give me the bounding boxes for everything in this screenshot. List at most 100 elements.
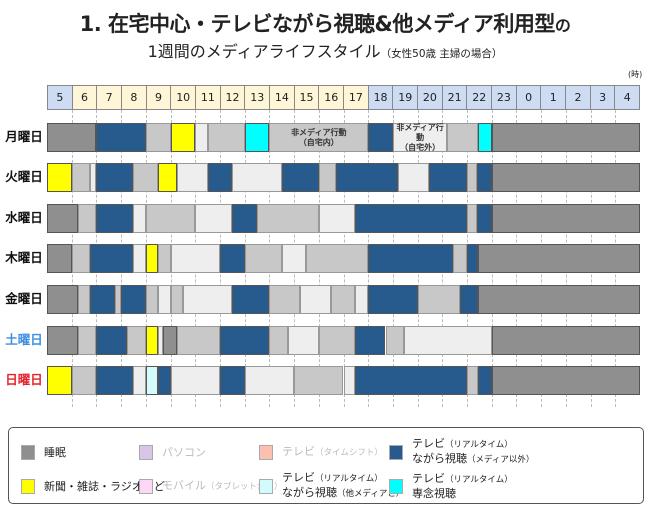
hour-tick-label: 13 [245, 86, 271, 109]
segment-g [114, 285, 122, 314]
segment-b [96, 123, 146, 152]
segment-w [404, 326, 492, 355]
segment-s [491, 326, 640, 355]
day-label: 土曜日 [5, 332, 43, 347]
segment-b [232, 204, 258, 233]
legend-label: モバイル [162, 478, 206, 492]
segment-s [47, 204, 78, 233]
segment-b [428, 163, 468, 192]
hour-tick-label: 19 [393, 86, 419, 109]
legend-label: パソコン [162, 445, 206, 459]
legend-label: ながら視聴 [282, 486, 337, 499]
segment-g [417, 285, 460, 314]
segment-label: （自宅外） [400, 142, 441, 152]
segment-label: （自宅内） [298, 137, 339, 147]
segment-g [158, 244, 171, 273]
segment-g [207, 123, 245, 152]
legend-swatch [139, 444, 153, 460]
legend-text: パソコン [162, 446, 206, 459]
hour-header: 5 6 7 8 9 10 11 12 13 14 15 16 17 18 19 20 21 22 23 0 1 2 3 4 [47, 85, 640, 110]
hour-unit-label: (時) [628, 70, 643, 79]
title-main: 1. 在宅中心・テレビながら視聴&他メディア利用型 [79, 12, 556, 36]
segment-g [318, 163, 337, 192]
legend-item: 新聞・雑誌・ラジオなど [21, 472, 165, 500]
legend-text: 睡眠 [44, 446, 66, 459]
hour-tick-label: 22 [467, 86, 493, 109]
hour-tick-label: 18 [368, 86, 394, 109]
title-suffix: の [554, 16, 571, 35]
segment-w [182, 285, 233, 314]
legend-swatch [139, 478, 153, 494]
segment-w [133, 204, 146, 233]
segment-y [170, 123, 196, 152]
subtitle-main: 1週間のメディアライフスタイル [147, 42, 381, 61]
segment-y [145, 326, 159, 355]
segment-g [145, 285, 159, 314]
segment-b [281, 163, 319, 192]
hour-tick-label: 5 [48, 86, 73, 109]
legend-swatch [389, 478, 403, 494]
segment-b [90, 244, 134, 273]
segment-b [219, 366, 245, 395]
hour-tick-label: 14 [270, 86, 295, 109]
legend-item: テレビ（リアルタイム） ながら視聴（他メディアと） [259, 471, 405, 500]
segment-g [176, 326, 220, 355]
segment-label: 非メディア行動 [396, 122, 444, 142]
segment-b [368, 244, 454, 273]
hour-tick-label: 0 [516, 86, 542, 109]
segment-s [491, 366, 640, 395]
legend-note: （他メディアと） [337, 489, 405, 499]
legend-swatch [259, 444, 273, 460]
hour-tick-label: 3 [590, 86, 616, 109]
legend-label: 睡眠 [44, 445, 66, 459]
legend-swatch [21, 478, 35, 494]
segment-g [71, 366, 97, 395]
legend-swatch [21, 444, 35, 460]
segment-w [158, 285, 171, 314]
segment-b [219, 244, 245, 273]
segment-b [476, 163, 492, 192]
segment-w [133, 244, 146, 273]
segment-w [244, 366, 295, 395]
hour-tick-label: 17 [344, 86, 369, 109]
hour-tick-label: 8 [122, 86, 147, 109]
segment-g [467, 163, 477, 192]
segment-w [176, 163, 208, 192]
segment-b [368, 285, 418, 314]
segment-g [269, 285, 301, 314]
segment-b [476, 204, 492, 233]
segment-w [232, 163, 282, 192]
legend-item: パソコン [139, 438, 206, 466]
legend-note: （リアルタイム） [315, 474, 383, 484]
segment-s [491, 163, 640, 192]
segment-b [336, 163, 398, 192]
segment-g [77, 204, 97, 233]
day-label: 木曜日 [5, 250, 43, 265]
segment-w [287, 326, 319, 355]
segment-b [96, 366, 134, 395]
hour-tick-label: 20 [418, 86, 443, 109]
legend-label: 専念視聴 [412, 487, 456, 500]
segment-g [467, 366, 479, 395]
chart-title: 1. 在宅中心・テレビながら視聴&他メディア利用型の [0, 8, 650, 38]
segment-s [47, 285, 78, 314]
legend-note: （リアルタイム） [445, 475, 513, 485]
segment-g [77, 285, 91, 314]
hour-tick-label: 10 [171, 86, 197, 109]
segment-g [331, 285, 355, 314]
segment-s [491, 123, 640, 152]
segment-g [71, 163, 91, 192]
segment-g [170, 285, 183, 314]
legend-label: ながら視聴 [412, 452, 467, 465]
segment-y [47, 163, 72, 192]
legend-item: テレビ（リアルタイム） ながら視聴（メディア以外） [389, 437, 534, 466]
day-label: 日曜日 [5, 372, 43, 387]
segment-b [96, 163, 134, 192]
legend-text: モバイル（タブレット含む） [162, 479, 283, 494]
day-label: 火曜日 [5, 169, 43, 184]
segment-w [318, 204, 355, 233]
segment-c [478, 123, 492, 152]
hour-tick-label: 21 [442, 86, 468, 109]
segment-label: 非メディア行動 [291, 127, 347, 137]
segment-s [478, 244, 640, 273]
